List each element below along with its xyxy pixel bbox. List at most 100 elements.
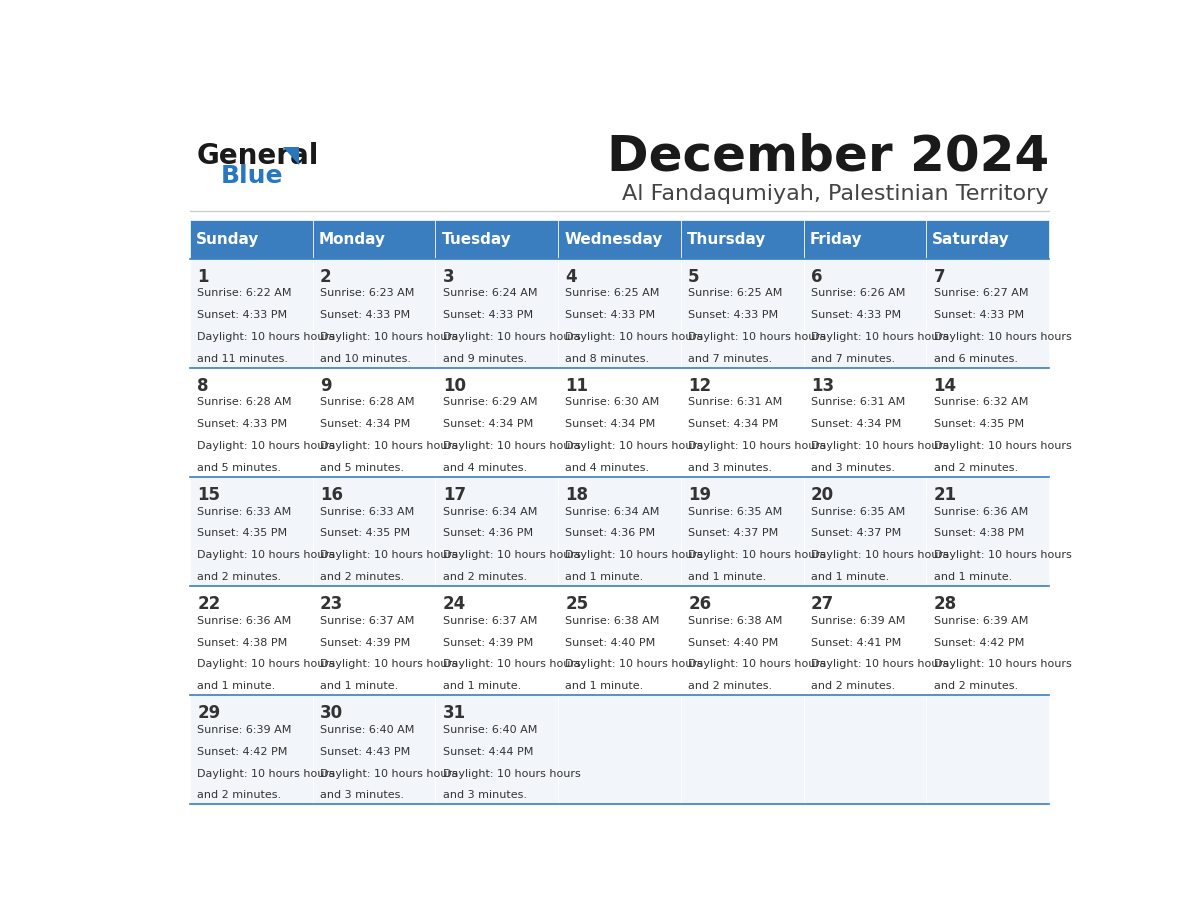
Text: and 1 minute.: and 1 minute. (197, 681, 276, 691)
Text: Daylight: 10 hours hours: Daylight: 10 hours hours (197, 332, 335, 341)
Text: Daylight: 10 hours hours: Daylight: 10 hours hours (197, 441, 335, 451)
FancyBboxPatch shape (190, 368, 312, 476)
Text: 23: 23 (320, 595, 343, 613)
Text: Sunrise: 6:34 AM: Sunrise: 6:34 AM (443, 507, 537, 517)
FancyBboxPatch shape (803, 695, 927, 804)
Text: Sunday: Sunday (196, 231, 259, 247)
Text: Sunset: 4:40 PM: Sunset: 4:40 PM (565, 637, 656, 647)
FancyBboxPatch shape (190, 586, 312, 695)
Text: and 10 minutes.: and 10 minutes. (320, 353, 411, 364)
Text: Sunset: 4:42 PM: Sunset: 4:42 PM (197, 746, 287, 756)
Text: December 2024: December 2024 (607, 132, 1049, 180)
FancyBboxPatch shape (312, 476, 435, 586)
Text: Sunrise: 6:37 AM: Sunrise: 6:37 AM (443, 616, 537, 626)
Text: Sunset: 4:34 PM: Sunset: 4:34 PM (811, 420, 902, 430)
FancyBboxPatch shape (803, 586, 927, 695)
Text: 26: 26 (688, 595, 712, 613)
Text: Sunrise: 6:28 AM: Sunrise: 6:28 AM (197, 397, 292, 408)
Text: 8: 8 (197, 377, 209, 395)
Text: Daylight: 10 hours hours: Daylight: 10 hours hours (811, 659, 949, 669)
FancyBboxPatch shape (927, 259, 1049, 368)
FancyBboxPatch shape (190, 476, 312, 586)
FancyBboxPatch shape (681, 259, 803, 368)
Text: 20: 20 (811, 486, 834, 504)
FancyBboxPatch shape (190, 219, 312, 259)
Text: and 3 minutes.: and 3 minutes. (443, 790, 526, 800)
Text: and 9 minutes.: and 9 minutes. (443, 353, 526, 364)
Text: Sunrise: 6:39 AM: Sunrise: 6:39 AM (197, 725, 292, 734)
FancyBboxPatch shape (681, 695, 803, 804)
Text: Sunset: 4:33 PM: Sunset: 4:33 PM (934, 310, 1024, 320)
Text: Sunrise: 6:36 AM: Sunrise: 6:36 AM (934, 507, 1028, 517)
Text: 24: 24 (443, 595, 466, 613)
FancyBboxPatch shape (927, 219, 1049, 259)
Text: 30: 30 (320, 704, 343, 722)
Text: Daylight: 10 hours hours: Daylight: 10 hours hours (688, 550, 826, 560)
Text: 13: 13 (811, 377, 834, 395)
FancyBboxPatch shape (558, 695, 681, 804)
FancyBboxPatch shape (803, 219, 927, 259)
FancyBboxPatch shape (558, 586, 681, 695)
Text: 27: 27 (811, 595, 834, 613)
Text: 6: 6 (811, 268, 822, 285)
Text: 25: 25 (565, 595, 588, 613)
Text: and 2 minutes.: and 2 minutes. (811, 681, 895, 691)
Text: Daylight: 10 hours hours: Daylight: 10 hours hours (443, 441, 581, 451)
Text: Daylight: 10 hours hours: Daylight: 10 hours hours (320, 441, 457, 451)
FancyBboxPatch shape (312, 259, 435, 368)
Text: and 2 minutes.: and 2 minutes. (197, 572, 282, 582)
Text: and 2 minutes.: and 2 minutes. (443, 572, 526, 582)
Text: Sunrise: 6:22 AM: Sunrise: 6:22 AM (197, 288, 292, 298)
Text: 2: 2 (320, 268, 331, 285)
Text: Wednesday: Wednesday (564, 231, 663, 247)
Text: Sunrise: 6:34 AM: Sunrise: 6:34 AM (565, 507, 659, 517)
Text: Friday: Friday (810, 231, 862, 247)
Text: 21: 21 (934, 486, 956, 504)
Text: and 2 minutes.: and 2 minutes. (934, 681, 1018, 691)
FancyBboxPatch shape (190, 695, 312, 804)
Text: 17: 17 (443, 486, 466, 504)
FancyBboxPatch shape (681, 219, 803, 259)
FancyBboxPatch shape (681, 368, 803, 476)
Text: and 8 minutes.: and 8 minutes. (565, 353, 650, 364)
Text: Daylight: 10 hours hours: Daylight: 10 hours hours (934, 550, 1072, 560)
Text: and 2 minutes.: and 2 minutes. (320, 572, 404, 582)
Text: 16: 16 (320, 486, 343, 504)
Text: and 4 minutes.: and 4 minutes. (565, 463, 650, 473)
Text: Sunset: 4:36 PM: Sunset: 4:36 PM (565, 529, 656, 538)
Text: and 2 minutes.: and 2 minutes. (688, 681, 772, 691)
Text: Saturday: Saturday (933, 231, 1010, 247)
Text: Daylight: 10 hours hours: Daylight: 10 hours hours (197, 550, 335, 560)
Text: and 1 minute.: and 1 minute. (565, 681, 644, 691)
Text: Sunset: 4:40 PM: Sunset: 4:40 PM (688, 637, 778, 647)
Text: Daylight: 10 hours hours: Daylight: 10 hours hours (320, 332, 457, 341)
FancyBboxPatch shape (803, 476, 927, 586)
Text: Sunset: 4:33 PM: Sunset: 4:33 PM (811, 310, 901, 320)
Text: Daylight: 10 hours hours: Daylight: 10 hours hours (565, 332, 703, 341)
Text: and 1 minute.: and 1 minute. (320, 681, 398, 691)
Text: 5: 5 (688, 268, 700, 285)
Text: 15: 15 (197, 486, 220, 504)
Text: Daylight: 10 hours hours: Daylight: 10 hours hours (565, 441, 703, 451)
Text: 14: 14 (934, 377, 956, 395)
FancyBboxPatch shape (190, 259, 312, 368)
Text: and 5 minutes.: and 5 minutes. (320, 463, 404, 473)
Text: and 4 minutes.: and 4 minutes. (443, 463, 526, 473)
Text: Daylight: 10 hours hours: Daylight: 10 hours hours (197, 659, 335, 669)
Text: Sunrise: 6:25 AM: Sunrise: 6:25 AM (565, 288, 659, 298)
Text: Sunrise: 6:36 AM: Sunrise: 6:36 AM (197, 616, 291, 626)
FancyBboxPatch shape (312, 219, 435, 259)
Text: Daylight: 10 hours hours: Daylight: 10 hours hours (443, 332, 581, 341)
FancyBboxPatch shape (927, 368, 1049, 476)
Text: Sunrise: 6:40 AM: Sunrise: 6:40 AM (320, 725, 415, 734)
Text: Sunrise: 6:33 AM: Sunrise: 6:33 AM (197, 507, 291, 517)
Text: Daylight: 10 hours hours: Daylight: 10 hours hours (934, 659, 1072, 669)
Text: and 7 minutes.: and 7 minutes. (811, 353, 895, 364)
Text: Daylight: 10 hours hours: Daylight: 10 hours hours (811, 332, 949, 341)
FancyBboxPatch shape (312, 695, 435, 804)
Text: Sunrise: 6:33 AM: Sunrise: 6:33 AM (320, 507, 415, 517)
Text: 29: 29 (197, 704, 221, 722)
Text: Daylight: 10 hours hours: Daylight: 10 hours hours (811, 441, 949, 451)
Text: Sunrise: 6:37 AM: Sunrise: 6:37 AM (320, 616, 415, 626)
Text: Daylight: 10 hours hours: Daylight: 10 hours hours (811, 550, 949, 560)
